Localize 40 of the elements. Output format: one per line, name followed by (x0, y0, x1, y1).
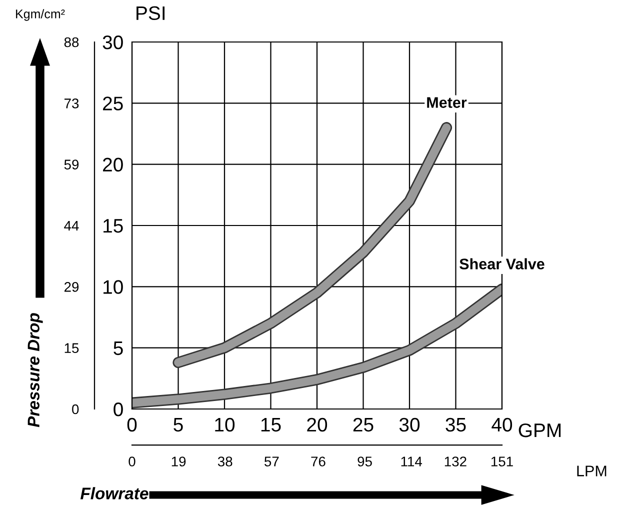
text: Pressure Drop (28, 313, 43, 428)
y2-tick-label: 15 (64, 343, 79, 353)
text: Kgm/cm² (16, 9, 65, 21)
x-tick-label: 15 (261, 418, 281, 432)
y-tick-label: 25 (103, 96, 123, 110)
y2-tick-label: 0 (72, 404, 79, 414)
x-tick-label: 20 (307, 418, 328, 432)
y2-tick-label: 73 (64, 98, 79, 108)
x2-tick-label: 19 (172, 456, 186, 466)
x2-tick-label: 38 (218, 456, 232, 466)
x2-tick-label: 151 (491, 456, 513, 466)
x2-tick-label: 132 (444, 456, 466, 466)
x-tick-label: 10 (215, 418, 235, 432)
text: GPM (518, 423, 561, 438)
y2-tick-label: 44 (64, 220, 79, 231)
x2-tick-label: 0 (128, 456, 136, 466)
y2-tick-label: 88 (64, 37, 79, 48)
x-tick-label: 40 (492, 418, 512, 432)
y-axis-title: PSI (136, 6, 165, 20)
series-label: Shear Valve (460, 258, 544, 270)
y-tick-label: 20 (103, 158, 123, 172)
x-tick-label: 35 (446, 418, 466, 432)
x-tick-label: 0 (127, 418, 137, 432)
series-label: Meter (427, 97, 467, 108)
y2-tick-label: 59 (64, 160, 79, 170)
y2-tick-label: 29 (64, 282, 79, 292)
y-tick-label: 30 (102, 35, 123, 50)
x2-tick-label: 114 (401, 456, 422, 466)
x-tick-label: 5 (174, 418, 183, 432)
y-tick-label: 0 (114, 402, 123, 416)
x-tick-label: 30 (399, 418, 420, 432)
x2-tick-label: 57 (264, 456, 279, 466)
y-tick-label: 15 (104, 219, 123, 233)
y-tick-label: 5 (114, 342, 123, 356)
x2-tick-label: 76 (311, 456, 326, 466)
x2-tick-label: 95 (358, 456, 372, 466)
x-tick-label: 25 (353, 418, 374, 432)
x-axis-title: Flowrate (80, 487, 148, 500)
y-tick-label: 10 (104, 280, 123, 294)
x2-axis-title: LPM (577, 466, 606, 476)
